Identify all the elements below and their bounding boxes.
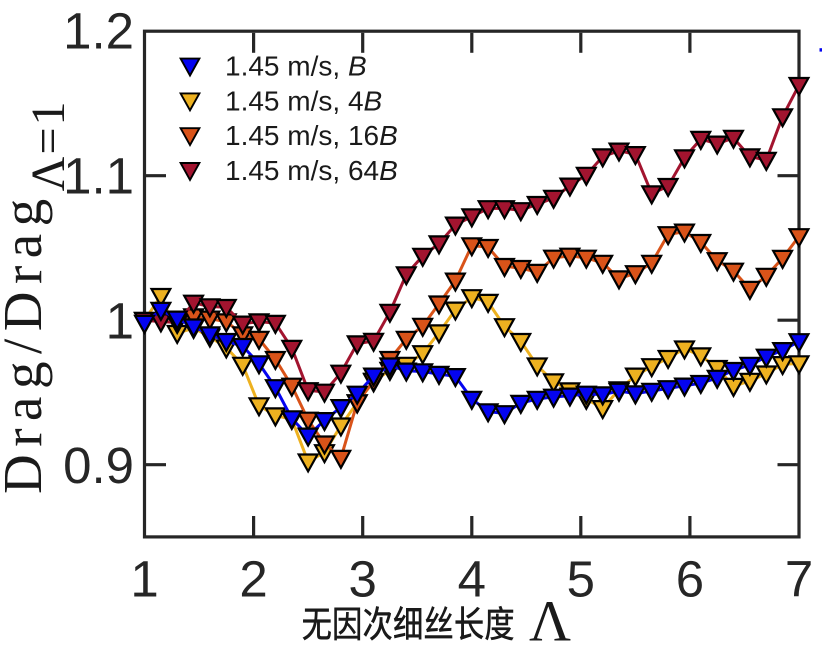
svg-text:5: 5 [567, 551, 595, 608]
svg-text:1: 1 [130, 551, 158, 608]
svg-text:1.1: 1.1 [63, 148, 134, 205]
svg-text:3: 3 [349, 551, 377, 608]
svg-text:7: 7 [785, 551, 813, 608]
svg-text:1.45 m/s, 4B: 1.45 m/s, 4B [225, 85, 382, 116]
svg-text:Λ: Λ [529, 589, 571, 652]
svg-text:1.45 m/s, B: 1.45 m/s, B [225, 51, 367, 82]
svg-text:4: 4 [458, 551, 486, 608]
svg-text:1.45 m/s, 16B: 1.45 m/s, 16B [225, 120, 398, 151]
svg-text:0.9: 0.9 [63, 437, 134, 494]
svg-text:1: 1 [106, 292, 134, 349]
svg-text:2: 2 [239, 551, 267, 608]
svg-text:1.2: 1.2 [63, 3, 134, 60]
svg-text:6: 6 [676, 551, 704, 608]
svg-text:1.45 m/s, 64B: 1.45 m/s, 64B [225, 155, 398, 186]
